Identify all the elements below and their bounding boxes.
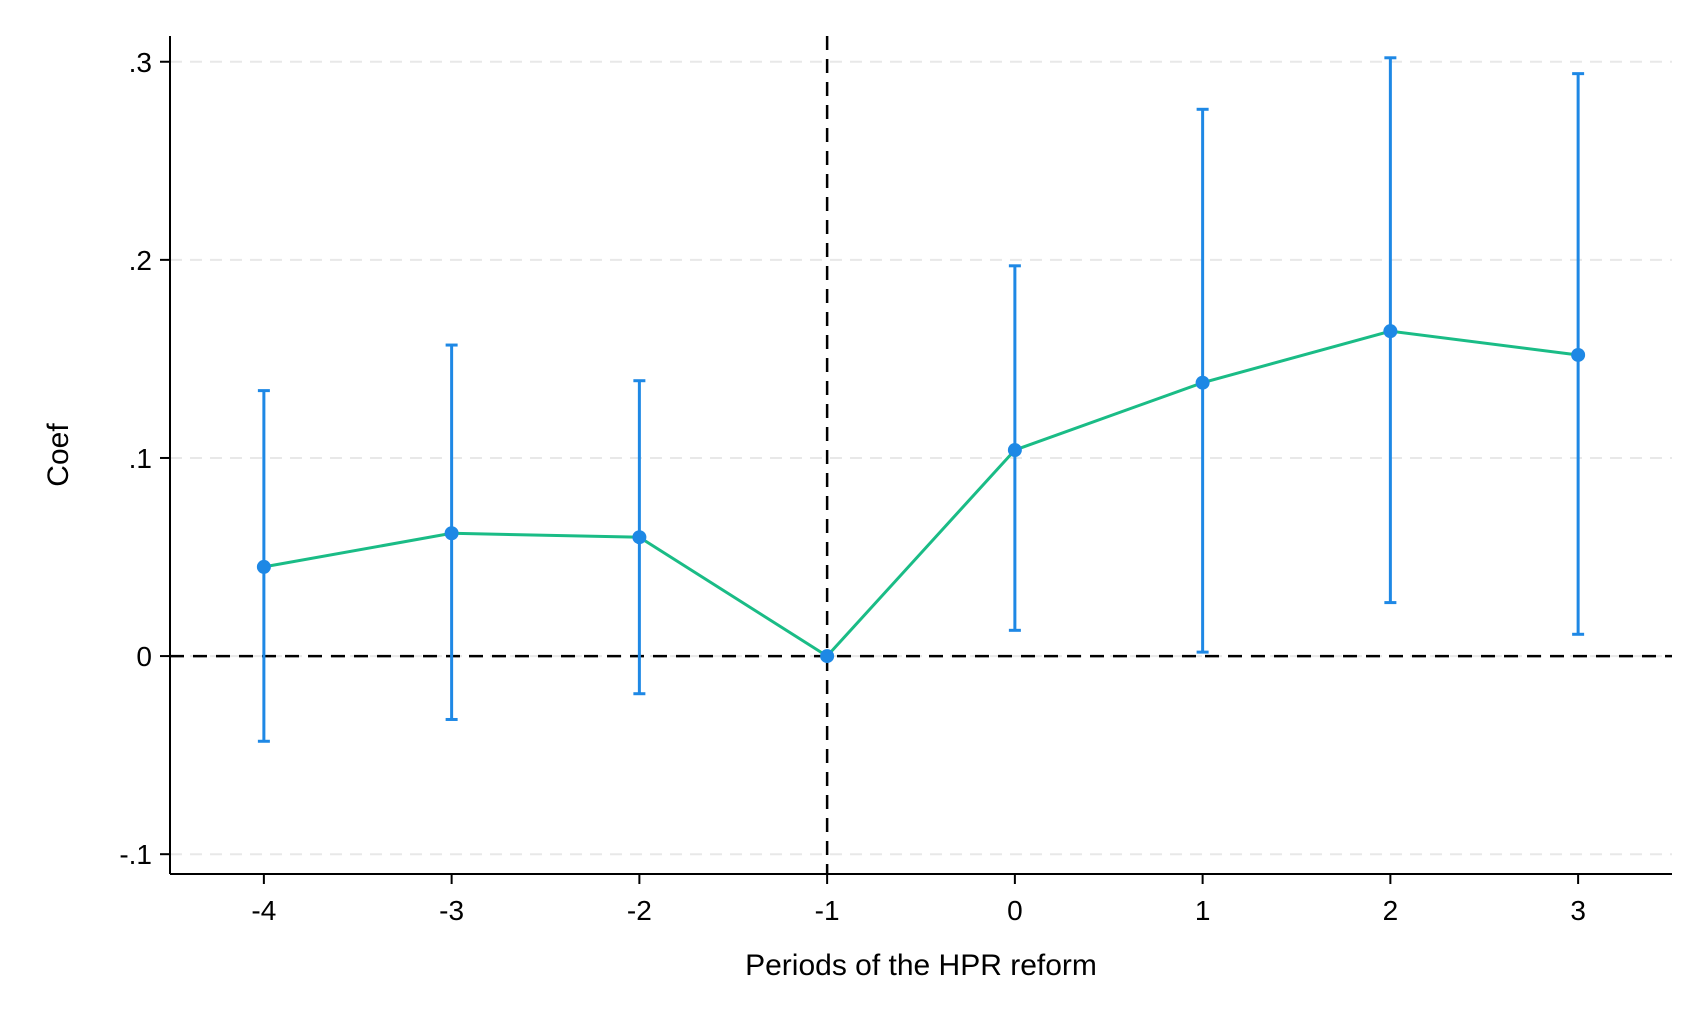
grid-lines [170, 60, 1672, 856]
x-axis-title: Periods of the HPR reform [745, 949, 1097, 982]
y-tick-label: .2 [129, 245, 152, 276]
y-tick-label: -.1 [119, 839, 152, 870]
coefficient-point [1195, 375, 1210, 390]
y-axis-title: Coef [42, 423, 75, 487]
confidence-intervals [257, 56, 1585, 743]
x-tick-label: 2 [1383, 895, 1399, 926]
x-tick-label: -3 [439, 895, 464, 926]
coefficient-points [256, 324, 1586, 664]
coefficient-point [444, 526, 459, 541]
y-tick-label: 0 [136, 641, 152, 672]
axes [160, 36, 1672, 884]
coefficient-point [820, 649, 835, 664]
coefficient-point [1007, 443, 1022, 458]
coefficient-point [632, 530, 647, 545]
x-tick-label: 0 [1007, 895, 1023, 926]
coefficient-point [1383, 324, 1398, 339]
x-tick-label: 3 [1570, 895, 1586, 926]
coefficient-series-line [263, 329, 1579, 659]
y-tick-label: .1 [129, 443, 152, 474]
y-tick-label: .3 [129, 47, 152, 78]
coefficient-point [1571, 347, 1586, 362]
reference-lines [170, 36, 1672, 874]
x-tick-label: -2 [627, 895, 652, 926]
x-tick-label: -4 [251, 895, 276, 926]
coefficient-line [263, 329, 1579, 659]
coefficient-point [256, 559, 271, 574]
x-tick-label: 1 [1195, 895, 1211, 926]
x-tick-label: -1 [815, 895, 840, 926]
tick-labels: -.1 0 .1 .2 .3 -4 -3 -2 -1 0 1 2 3 [119, 47, 1586, 926]
